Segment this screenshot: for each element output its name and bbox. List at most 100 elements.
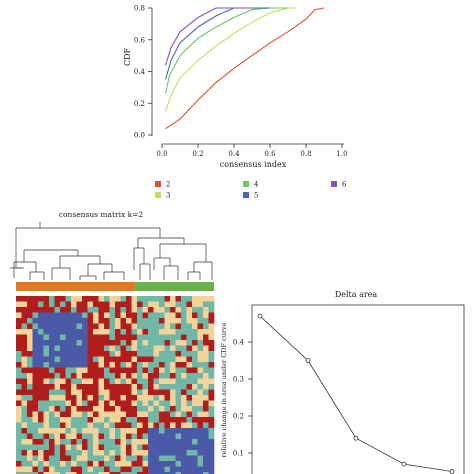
- heatmap-cell: [175, 389, 182, 396]
- heatmap-cell: [16, 417, 22, 423]
- heatmap-cell: [115, 450, 121, 456]
- heatmap-cell: [98, 461, 105, 467]
- cdf-y-tick-label: 0.6: [134, 36, 146, 44]
- heatmap-cell: [208, 367, 215, 374]
- heatmap-cell: [181, 351, 187, 357]
- cdf-x-axis-label: consensus index: [220, 160, 287, 169]
- heatmap-cell: [60, 362, 66, 368]
- heatmap-cell: [170, 406, 176, 412]
- heatmap-cell: [87, 400, 94, 407]
- heatmap-cell: [43, 461, 50, 467]
- heatmap-cell: [153, 384, 160, 390]
- heatmap-cell: [43, 373, 50, 379]
- heatmap-cell: [54, 450, 61, 456]
- heatmap-cell: [131, 296, 138, 302]
- heatmap-cell: [60, 323, 66, 330]
- heatmap-cell: [38, 411, 44, 418]
- heatmap-cell: [16, 296, 22, 302]
- heatmap-cell: [43, 329, 50, 335]
- heatmap-cell: [93, 378, 99, 385]
- heatmap-cell: [21, 329, 28, 335]
- heatmap-cell: [175, 356, 182, 363]
- heatmap-cell: [170, 466, 176, 473]
- heatmap-cell: [197, 466, 204, 473]
- heatmap-cell: [87, 373, 94, 379]
- heatmap-cell: [186, 373, 193, 379]
- heatmap-cell: [60, 439, 66, 445]
- heatmap-cell: [192, 422, 198, 429]
- heatmap-cell: [131, 433, 138, 440]
- heatmap-cell: [175, 472, 182, 474]
- heatmap-cell: [49, 362, 55, 368]
- heatmap-cell: [76, 378, 83, 385]
- heatmap-cell: [120, 345, 127, 352]
- heatmap-cell: [131, 417, 138, 423]
- heatmap-cell: [16, 329, 22, 335]
- heatmap-cell: [120, 301, 127, 308]
- heatmap-cell: [186, 340, 193, 346]
- heatmap-cell: [21, 345, 28, 352]
- heatmap-cell: [98, 450, 105, 456]
- heatmap-cell: [120, 389, 127, 396]
- heatmap-cell: [82, 356, 88, 363]
- heatmap-cell: [104, 301, 110, 308]
- heatmap-cell: [49, 373, 55, 379]
- heatmap-cell: [131, 307, 138, 313]
- heatmap-cell: [71, 318, 77, 324]
- heatmap-cell: [197, 378, 204, 385]
- heatmap-cell: [197, 455, 204, 462]
- heatmap-cell: [181, 318, 187, 324]
- heatmap-cell: [142, 455, 149, 462]
- heatmap-cell: [181, 450, 187, 456]
- heatmap-cell: [148, 417, 154, 423]
- heatmap-cell: [148, 439, 154, 445]
- heatmap-cell: [137, 439, 143, 445]
- heatmap-cell: [142, 334, 149, 341]
- heatmap-cell: [131, 384, 138, 390]
- heatmap-cell: [164, 373, 171, 379]
- heatmap-cell: [104, 384, 110, 390]
- heatmap-cell: [93, 340, 99, 346]
- heatmap-cell: [38, 466, 44, 473]
- heatmap-cell: [16, 373, 22, 379]
- heatmap-cell: [120, 362, 127, 368]
- heatmap-cell: [43, 384, 50, 390]
- heatmap-cell: [38, 345, 44, 352]
- heatmap-cell: [208, 345, 215, 352]
- heatmap-cell: [137, 323, 143, 330]
- heatmap-cell: [98, 367, 105, 374]
- heatmap-cell: [65, 444, 72, 451]
- heatmap-cell: [126, 400, 132, 407]
- cdf-y-tick-label: 0.2: [134, 100, 145, 108]
- heatmap-cell: [159, 444, 165, 451]
- heatmap-cell: [137, 428, 143, 434]
- heatmap-cell: [71, 356, 77, 363]
- heatmap-cell: [82, 362, 88, 368]
- heatmap-cell: [159, 439, 165, 445]
- heatmap-cell: [93, 417, 99, 423]
- heatmap-cell: [175, 411, 182, 418]
- heatmap-cell: [60, 307, 66, 313]
- heatmap-cell: [120, 356, 127, 363]
- heatmap-cell: [87, 362, 94, 368]
- heatmap-cell: [32, 340, 39, 346]
- heatmap-cell: [76, 439, 83, 445]
- heatmap-cell: [192, 406, 198, 412]
- heatmap-cell: [170, 444, 176, 451]
- heatmap-cell: [76, 433, 83, 440]
- heatmap-cell: [93, 323, 99, 330]
- heatmap-cell: [208, 417, 215, 423]
- heatmap-cell: [175, 312, 182, 319]
- heatmap-cell: [126, 318, 132, 324]
- heatmap-cell: [181, 307, 187, 313]
- heatmap-cell: [93, 307, 99, 313]
- heatmap-cell: [126, 351, 132, 357]
- heatmap-cell: [32, 422, 39, 429]
- heatmap-cell: [153, 433, 160, 440]
- heatmap-cell: [120, 351, 127, 357]
- heatmap-cell: [186, 428, 193, 434]
- cluster-bar-segment-2: [134, 282, 214, 291]
- heatmap-cell: [27, 307, 33, 313]
- heatmap-cell: [54, 411, 61, 418]
- heatmap-cell: [16, 318, 22, 324]
